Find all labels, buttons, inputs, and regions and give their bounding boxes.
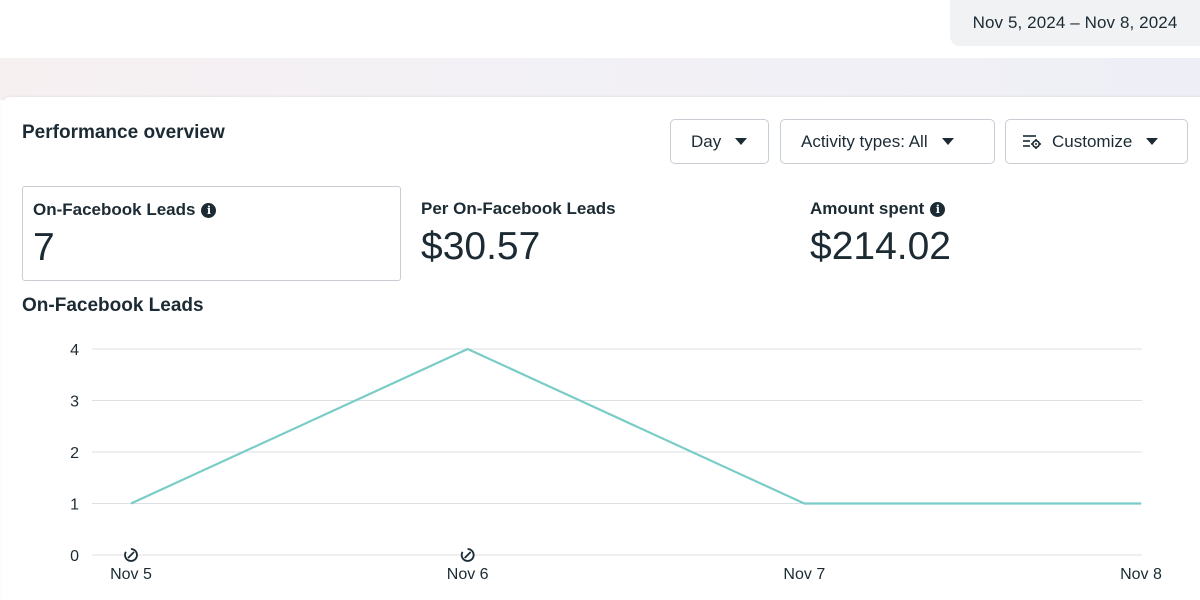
x-tick-label: Nov 5	[110, 566, 152, 583]
day-dropdown-label: Day	[691, 131, 722, 151]
leads-line-chart: 0 1 2 3 4 Nov 5 Nov 6 Nov 7 Nov 8	[70, 342, 1162, 583]
caret-down-icon	[941, 138, 954, 145]
customize-settings-icon	[1023, 134, 1041, 149]
day-dropdown[interactable]: Day	[670, 119, 769, 164]
date-range-picker[interactable]: Nov 5, 2024 – Nov 8, 2024	[950, 0, 1200, 46]
customize-dropdown[interactable]: Customize	[1005, 119, 1188, 164]
metric-value-cost-per-lead: $30.57	[421, 225, 541, 268]
metric-label-cost-per-lead-text: Per On-Facebook Leads	[421, 199, 616, 218]
y-tick-label: 3	[70, 394, 79, 411]
y-tick-label: 1	[70, 497, 79, 514]
customize-label: Customize	[1052, 131, 1133, 151]
x-tick-label: Nov 7	[783, 566, 825, 583]
edit-history-icon[interactable]	[124, 548, 138, 562]
x-tick-label: Nov 6	[447, 566, 489, 583]
activity-types-label: Activity types: All	[801, 131, 928, 151]
metric-card-leads[interactable]: On-Facebook Leads i 7	[22, 186, 401, 281]
y-tick-label: 4	[70, 342, 79, 359]
metric-label-leads: On-Facebook Leads i	[33, 200, 217, 220]
top-bar: Nov 5, 2024 – Nov 8, 2024	[0, 0, 1200, 58]
metric-value-leads: 7	[33, 226, 55, 269]
x-tick-label: Nov 8	[1120, 566, 1162, 583]
activity-types-dropdown[interactable]: Activity types: All	[780, 119, 995, 164]
info-icon[interactable]: i	[201, 202, 217, 218]
header-band	[0, 58, 1200, 100]
caret-down-icon	[735, 138, 748, 145]
metric-value-amount-spent: $214.02	[810, 225, 951, 268]
chart-title: On-Facebook Leads	[22, 295, 204, 316]
metric-card-amount-spent[interactable]: Amount spent i $214.02	[800, 186, 1170, 281]
y-tick-label: 2	[70, 445, 79, 462]
metric-card-cost-per-lead[interactable]: Per On-Facebook Leads $30.57	[411, 186, 781, 281]
series-line	[130, 347, 1141, 505]
metric-label-leads-text: On-Facebook Leads	[33, 200, 196, 219]
info-icon[interactable]: i	[930, 201, 946, 217]
metric-label-amount-spent-text: Amount spent	[810, 199, 925, 218]
edit-history-icon[interactable]	[460, 548, 475, 562]
performance-title: Performance overview	[22, 122, 225, 143]
y-tick-label: 0	[70, 548, 79, 565]
metric-label-amount-spent: Amount spent i	[810, 199, 946, 219]
metric-label-cost-per-lead: Per On-Facebook Leads	[421, 199, 616, 219]
caret-down-icon	[1146, 138, 1159, 145]
